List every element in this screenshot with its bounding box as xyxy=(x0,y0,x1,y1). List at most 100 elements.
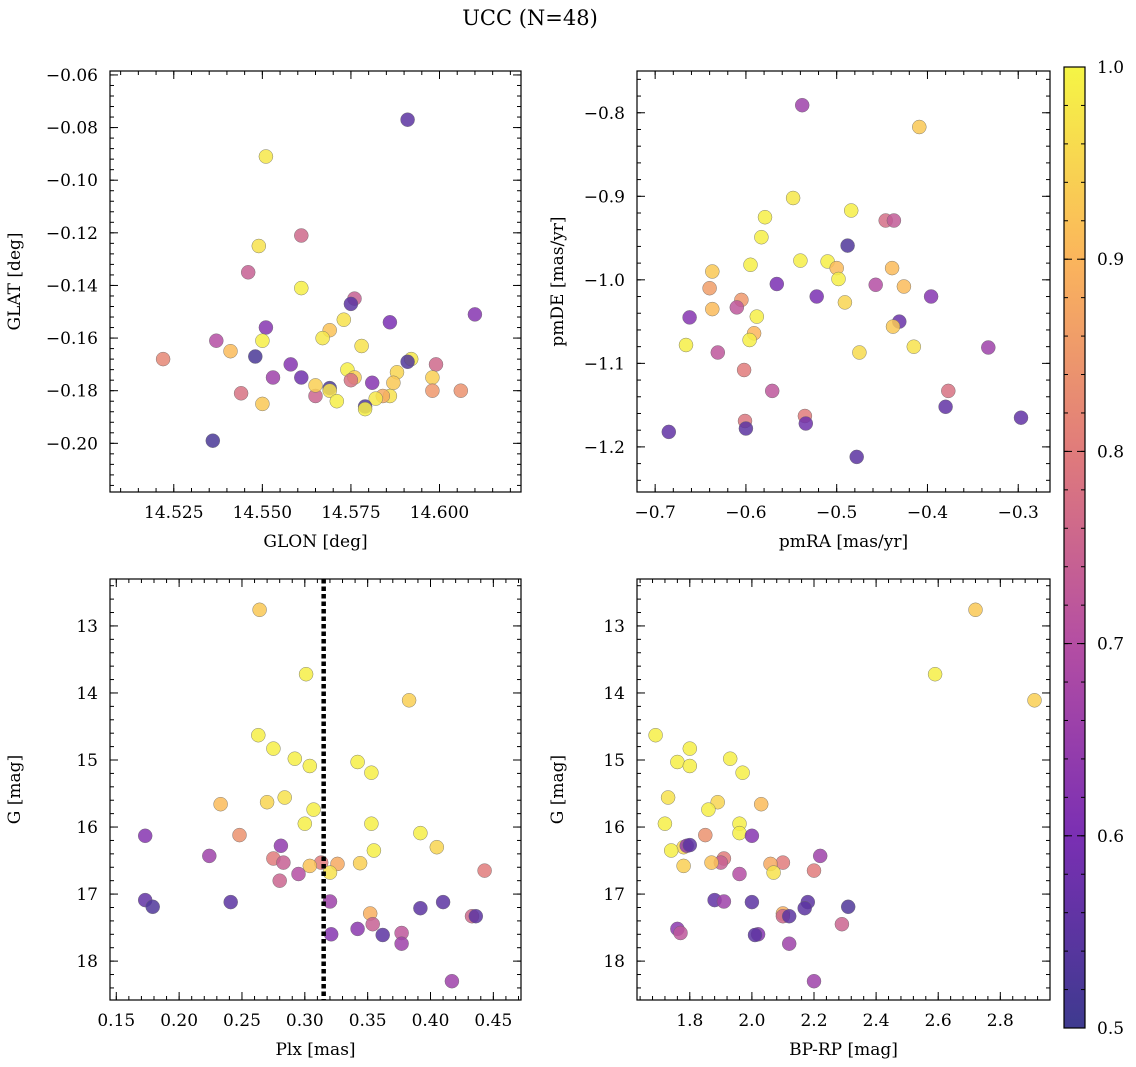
data-point xyxy=(837,295,853,310)
data-point xyxy=(258,149,274,164)
data-point xyxy=(806,863,822,878)
data-point xyxy=(429,840,444,855)
data-point xyxy=(350,754,365,770)
y-tick-label: 16 xyxy=(76,818,98,838)
y-tick-label: −0.14 xyxy=(46,276,98,296)
data-point xyxy=(357,401,373,417)
x-tick-label: 0.20 xyxy=(160,1011,198,1031)
ticks xyxy=(110,579,521,1000)
data-point xyxy=(841,899,856,914)
data-point xyxy=(732,825,747,841)
data-point xyxy=(664,843,679,858)
y-tick-label: 13 xyxy=(76,617,98,637)
data-point xyxy=(394,936,409,951)
data-point xyxy=(660,790,676,805)
scatter-points xyxy=(648,602,1042,989)
data-point xyxy=(782,909,797,924)
data-point xyxy=(844,203,859,218)
data-point xyxy=(782,936,797,951)
data-point xyxy=(912,119,927,135)
data-point xyxy=(673,925,688,941)
data-point xyxy=(233,386,249,401)
y-axis-label: pmDE [mas/yr] xyxy=(548,216,568,346)
x-tick-label: 0.35 xyxy=(349,1011,387,1031)
data-point xyxy=(738,421,754,436)
y-axis-label: G [mag] xyxy=(5,755,25,824)
data-point xyxy=(444,974,460,989)
data-point xyxy=(343,296,359,312)
data-point xyxy=(701,802,716,817)
y-tick-label: 14 xyxy=(76,684,98,704)
data-point xyxy=(657,816,673,831)
scatter-points xyxy=(155,112,483,448)
data-point xyxy=(283,357,298,372)
x-axis-label: BP-RP [mag] xyxy=(789,1040,898,1060)
data-point xyxy=(682,837,697,853)
data-point xyxy=(834,917,850,932)
data-point xyxy=(840,238,855,253)
data-point xyxy=(744,828,760,843)
data-point xyxy=(213,797,228,812)
colorbar-tick-label: 0.5 xyxy=(1097,1019,1124,1039)
data-point xyxy=(145,899,160,914)
colorbar-frame xyxy=(1063,66,1086,1029)
x-tick-label: −0.7 xyxy=(635,503,676,523)
data-point xyxy=(223,344,238,359)
data-point xyxy=(251,728,266,743)
data-point xyxy=(923,289,939,304)
data-point xyxy=(682,758,697,774)
data-point xyxy=(252,602,267,617)
data-point xyxy=(291,866,306,882)
plot-frame xyxy=(636,70,1051,493)
data-point xyxy=(336,312,351,327)
data-point xyxy=(766,865,781,880)
data-point xyxy=(809,289,824,304)
data-point xyxy=(302,858,317,874)
data-point xyxy=(294,370,309,385)
y-tick-label: −0.18 xyxy=(46,382,98,402)
scatter-points xyxy=(661,97,1029,465)
data-point xyxy=(425,383,440,398)
colorbar-tick-label: 0.7 xyxy=(1097,635,1124,655)
data-point xyxy=(749,309,764,324)
y-tick-label: 17 xyxy=(603,885,625,905)
y-tick-label: −0.9 xyxy=(584,187,625,207)
x-tick-label: −0.6 xyxy=(725,503,766,523)
y-tick-label: −0.08 xyxy=(46,119,98,139)
x-tick-label: 2.0 xyxy=(738,1011,765,1031)
colorbar-tick-label: 0.6 xyxy=(1097,827,1124,847)
data-point xyxy=(868,277,883,292)
ticks xyxy=(637,579,1051,1000)
scatter-points xyxy=(137,602,492,989)
y-tick-label: −0.10 xyxy=(46,171,98,191)
data-point xyxy=(276,855,291,870)
data-point xyxy=(710,345,725,360)
data-point xyxy=(682,741,697,756)
data-point xyxy=(302,758,317,774)
x-tick-label: 0.15 xyxy=(97,1011,135,1031)
y-tick-label: −1.1 xyxy=(584,354,625,374)
data-point xyxy=(968,602,983,617)
data-point xyxy=(884,260,900,276)
data-point xyxy=(400,354,415,369)
x-tick-label: −0.3 xyxy=(998,503,1039,523)
x-tick-label: 14.550 xyxy=(233,503,292,523)
data-point xyxy=(754,797,769,812)
data-point xyxy=(273,838,289,853)
data-point xyxy=(294,280,309,296)
y-tick-label: −1.2 xyxy=(584,438,625,458)
data-point xyxy=(797,901,812,916)
data-point xyxy=(251,238,266,254)
data-point xyxy=(723,751,738,766)
data-point xyxy=(322,383,337,398)
data-point xyxy=(277,790,292,805)
data-point xyxy=(670,754,685,770)
y-tick-label: 17 xyxy=(76,885,98,905)
data-point xyxy=(258,320,274,335)
plot-frame xyxy=(636,578,1051,1001)
x-tick-label: 2.2 xyxy=(800,1011,827,1031)
data-point xyxy=(324,927,339,942)
ticks xyxy=(636,71,1050,492)
data-point xyxy=(678,337,694,353)
data-point xyxy=(202,848,217,864)
